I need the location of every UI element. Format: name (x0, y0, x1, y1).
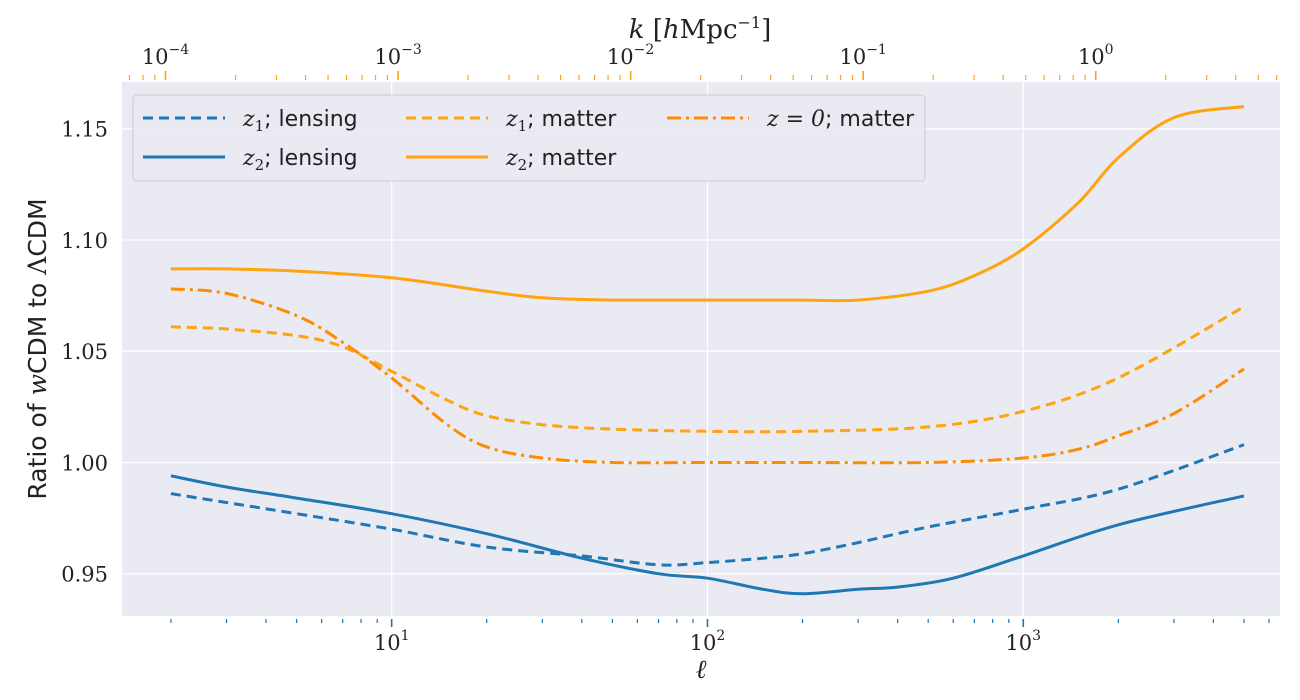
legend: z1; lensing z2; lensing z1; matter z2; matt… (132, 94, 926, 182)
x-axis-label: ℓ (696, 655, 707, 685)
legend-label: z1; matter (505, 107, 617, 135)
series-line-5 (170, 287, 1245, 465)
series-line-4 (170, 105, 1245, 303)
y-tick-label: 1.00 (61, 451, 108, 475)
top-axis-label: k [hMpc−1] (629, 13, 772, 45)
top-tick-label: 10−1 (839, 42, 886, 69)
series-group (170, 105, 1245, 596)
legend-label: z2; matter (505, 146, 617, 174)
series-line-3 (170, 305, 1245, 434)
legend-label: z2; lensing (242, 146, 358, 174)
y-axis-label: Ratio of wCDM to ΛCDM (23, 198, 52, 499)
y-tick-label: 1.15 (61, 118, 108, 142)
legend-label: z = 0; matter (766, 107, 915, 132)
axis-ticks: 0.95 1.00 1.05 1.10 1.15 101 102 103 10−4 10−3 10−… (61, 42, 1278, 655)
series-line-2 (170, 474, 1245, 596)
x-tick-label: 101 (374, 628, 410, 655)
y-tick-label: 0.95 (61, 563, 108, 587)
top-tick-label: 10−4 (142, 42, 189, 69)
y-tick-label: 1.05 (61, 340, 108, 364)
x-tick-label: 103 (1005, 628, 1041, 655)
top-tick-label: 10−2 (607, 42, 654, 69)
legend-label: z1; lensing (242, 107, 358, 135)
top-tick-label: 100 (1078, 42, 1114, 69)
top-tick-label: 10−3 (374, 42, 421, 69)
x-tick-label: 102 (690, 628, 726, 655)
series-line-1 (170, 443, 1245, 567)
y-tick-label: 1.10 (61, 229, 108, 253)
